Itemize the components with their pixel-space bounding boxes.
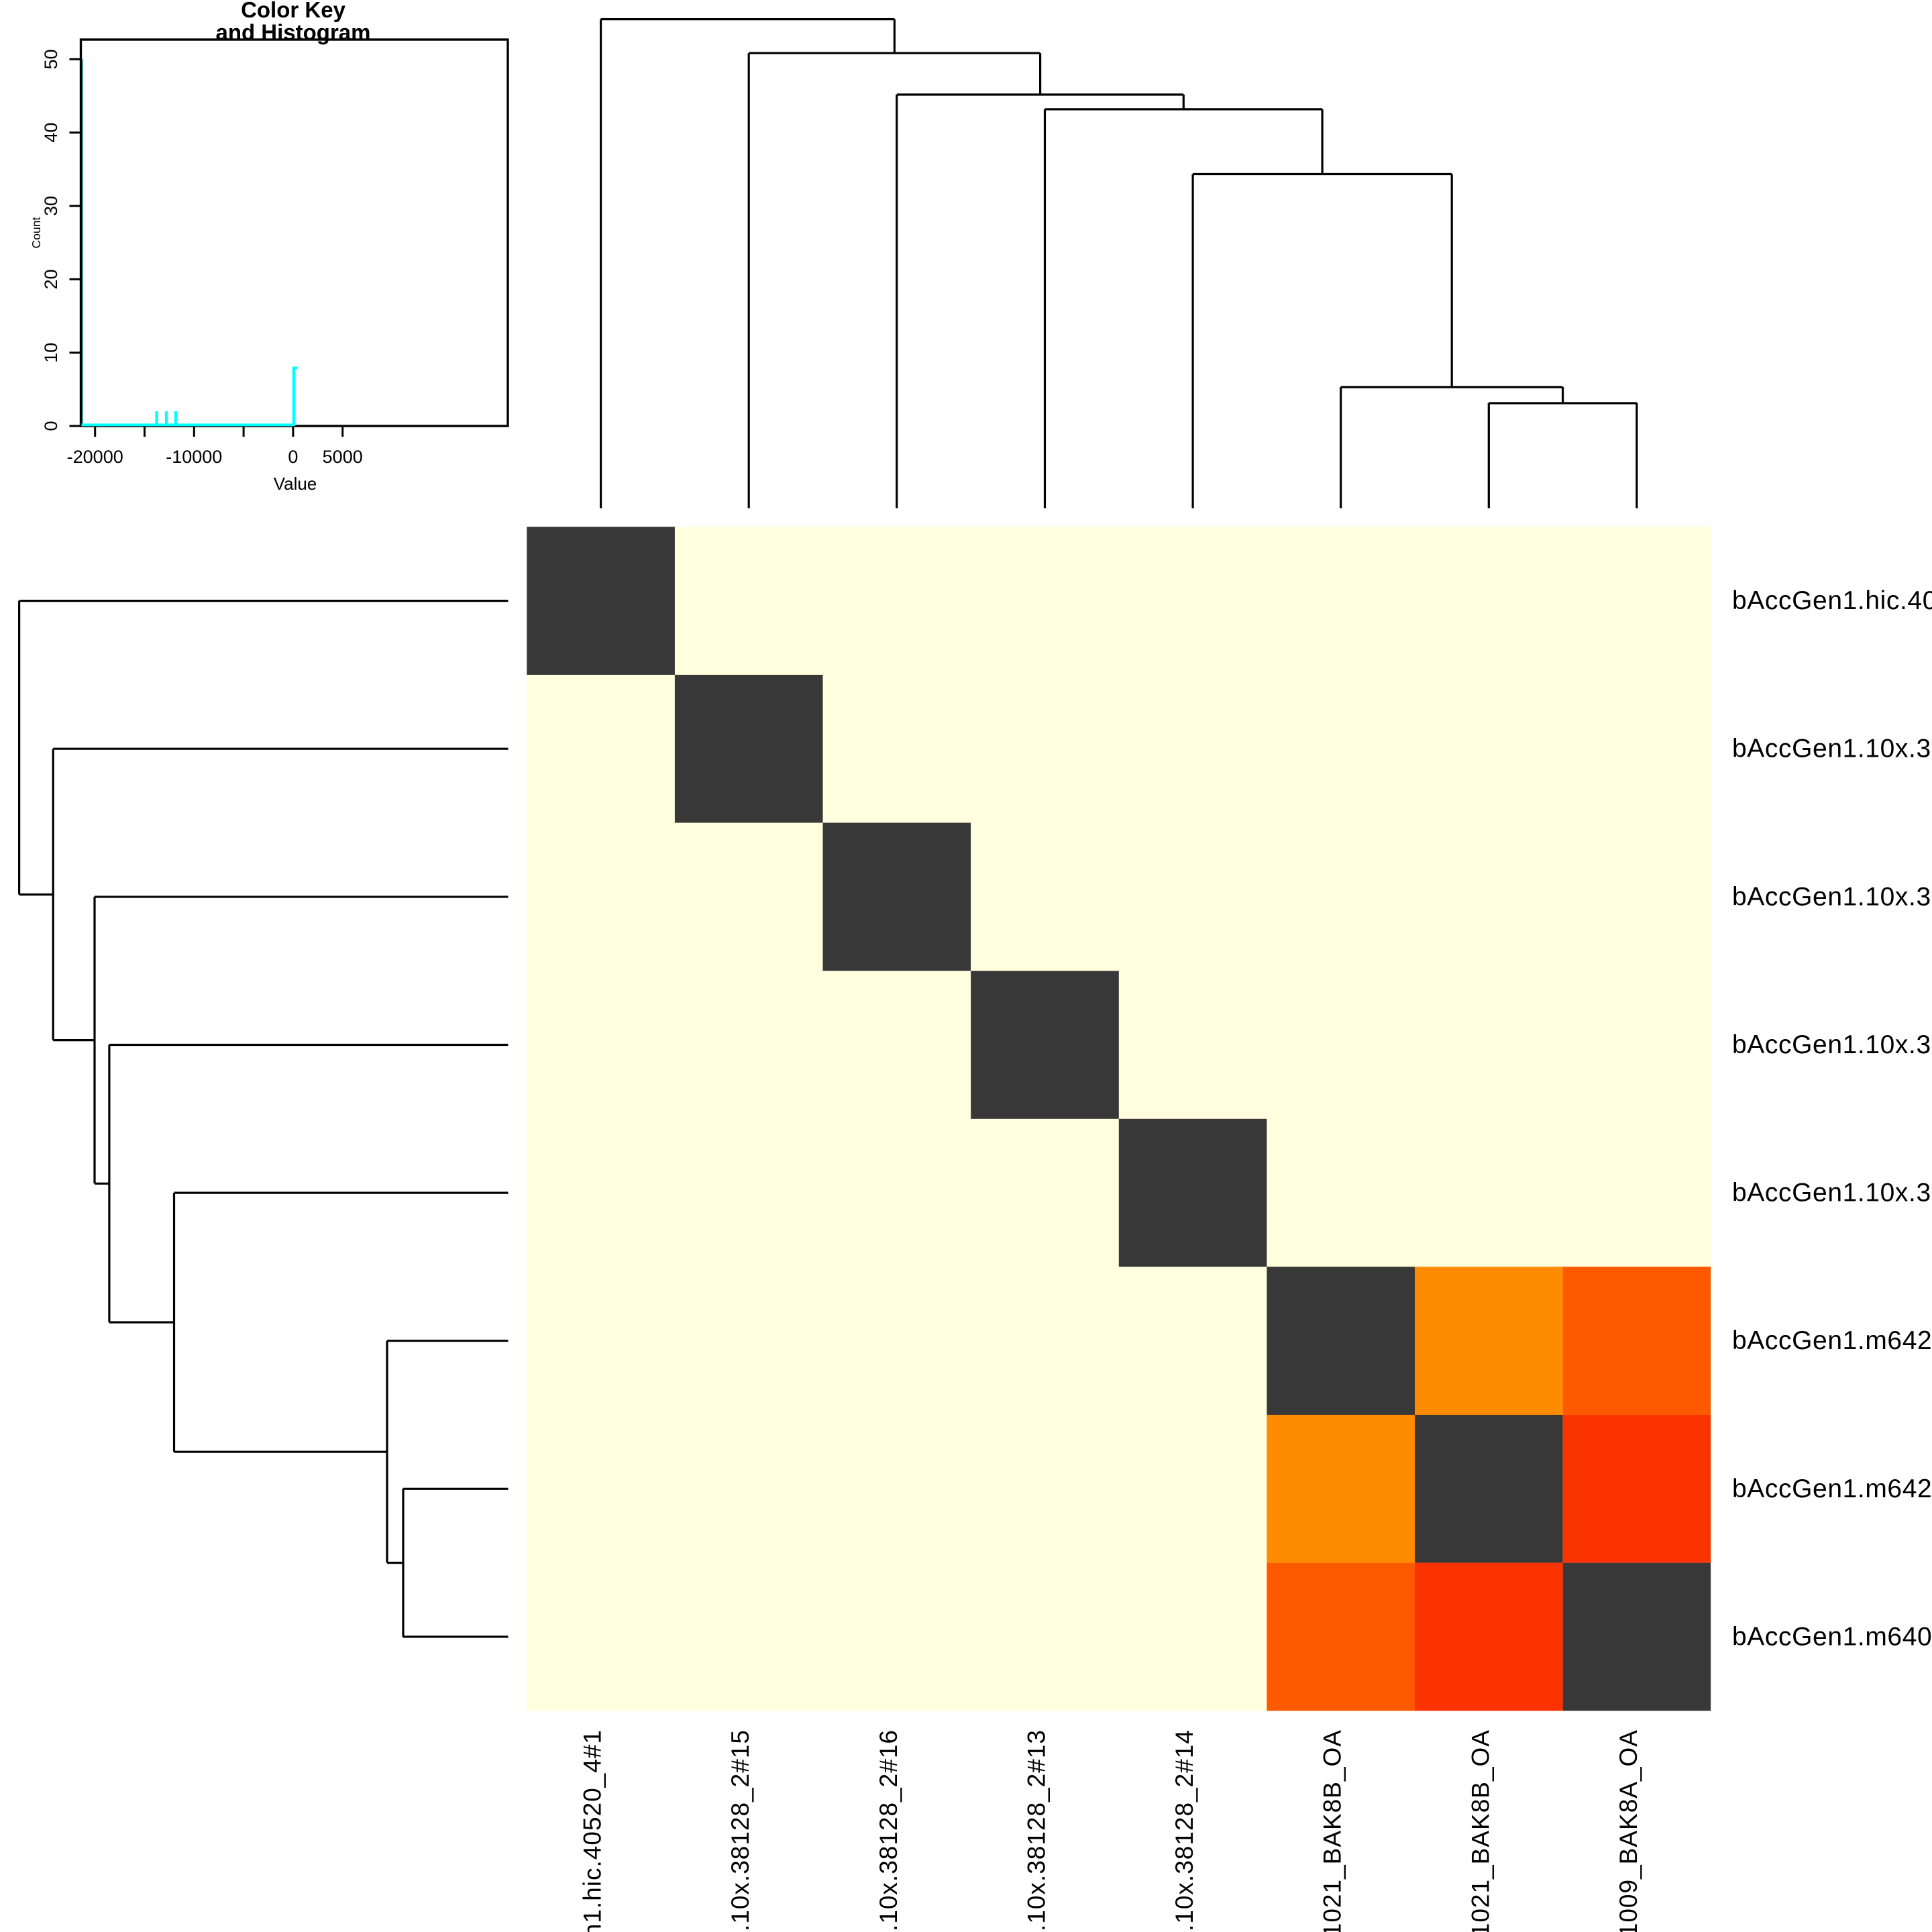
svg-text:bAccGen1.hic.40520_4#1: bAccGen1.hic.40520_4#1 xyxy=(1732,586,1932,615)
svg-text:0: 0 xyxy=(288,447,298,467)
svg-text:bAccGen1.m64221_1021_BAK8B_OA: bAccGen1.m64221_1021_BAK8B_OA xyxy=(1319,1729,1346,1932)
svg-text:bAccGen1.10x.38128_2#13: bAccGen1.10x.38128_2#13 xyxy=(1732,1030,1932,1059)
svg-text:0: 0 xyxy=(41,421,61,431)
svg-text:bAccGen1.m64016_1009_BAK8A_OA: bAccGen1.m64016_1009_BAK8A_OA xyxy=(1615,1729,1642,1932)
svg-text:bAccGen1.m64016_1009_BAK8A_OA: bAccGen1.m64016_1009_BAK8A_OA xyxy=(1732,1622,1932,1651)
svg-text:Count: Count xyxy=(30,217,43,249)
svg-text:bAccGen1.10x.38128_2#15: bAccGen1.10x.38128_2#15 xyxy=(1732,735,1932,763)
svg-text:5000: 5000 xyxy=(323,447,363,467)
svg-text:-20000: -20000 xyxy=(67,447,123,467)
svg-text:50: 50 xyxy=(41,49,61,69)
svg-text:bAccGen1.10x.38128_2#15: bAccGen1.10x.38128_2#15 xyxy=(727,1729,754,1932)
svg-text:20: 20 xyxy=(41,269,61,289)
svg-text:bAccGen1.10x.38128_2#14: bAccGen1.10x.38128_2#14 xyxy=(1732,1179,1932,1208)
svg-text:10: 10 xyxy=(41,343,61,363)
svg-text:bAccGen1.m64221_1021_BAK8B_OA: bAccGen1.m64221_1021_BAK8B_OA xyxy=(1732,1474,1932,1503)
svg-text:bAccGen1.m64221_1021_BAK8B_OA: bAccGen1.m64221_1021_BAK8B_OA xyxy=(1466,1729,1494,1932)
svg-text:-10000: -10000 xyxy=(166,447,222,467)
svg-text:bAccGen1.m64221_1021_BAK8B_OA: bAccGen1.m64221_1021_BAK8B_OA xyxy=(1732,1326,1932,1355)
svg-text:Value: Value xyxy=(274,474,317,494)
svg-text:bAccGen1.10x.38128_2#14: bAccGen1.10x.38128_2#14 xyxy=(1171,1729,1198,1932)
svg-text:40: 40 xyxy=(41,123,61,143)
svg-text:and Histogram: and Histogram xyxy=(215,20,370,45)
svg-text:bAccGen1.10x.38128_2#16: bAccGen1.10x.38128_2#16 xyxy=(875,1729,902,1932)
svg-text:bAccGen1.hic.40520_4#1: bAccGen1.hic.40520_4#1 xyxy=(579,1729,606,1932)
svg-text:bAccGen1.10x.38128_2#16: bAccGen1.10x.38128_2#16 xyxy=(1732,882,1932,911)
svg-text:bAccGen1.10x.38128_2#13: bAccGen1.10x.38128_2#13 xyxy=(1023,1729,1051,1932)
svg-text:Color Key: Color Key xyxy=(241,0,346,22)
svg-text:30: 30 xyxy=(41,196,61,216)
